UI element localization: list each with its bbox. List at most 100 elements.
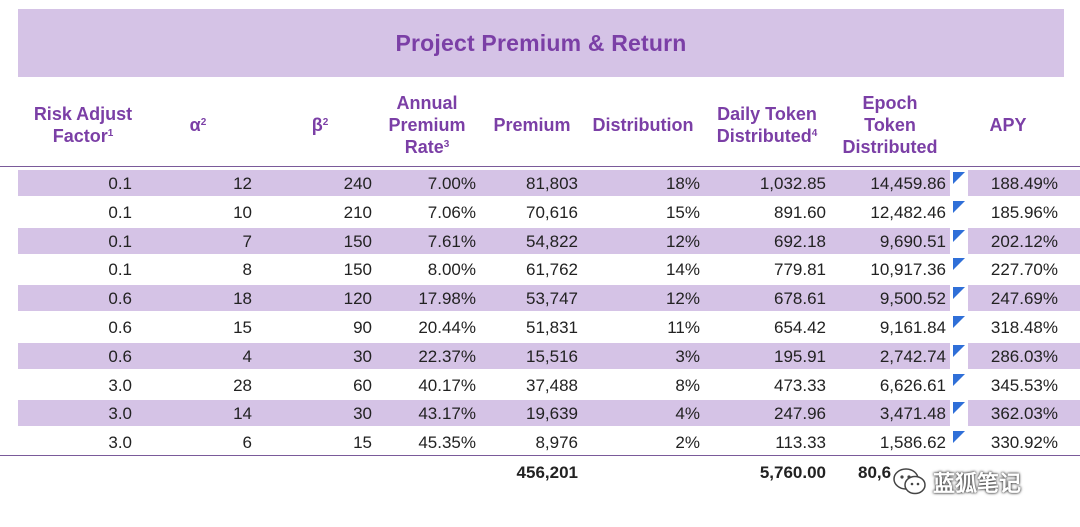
table-cell: 54,822 <box>526 231 578 251</box>
table-cell: 3.0 <box>108 404 132 424</box>
total-daily-token: 5,760.00 <box>759 463 826 482</box>
wechat-icon <box>893 468 926 495</box>
table-cell: 22.37% <box>418 346 476 366</box>
table-row: 3.0 14 30 43.17% 19,639 4% 247.96 3,471.48 362.0… <box>18 400 1080 427</box>
apy-cell: 202.12% <box>990 231 1058 251</box>
table-cell: 0.1 <box>108 202 132 222</box>
table-cell: 150 <box>343 231 372 251</box>
table-cell: 3% <box>675 346 700 366</box>
note-flag-icon <box>953 172 965 184</box>
table-cell: 8.00% <box>427 260 476 280</box>
table-cell: 10 <box>233 202 252 222</box>
table-row: 0.1 10 210 7.06% 70,616 15% 891.60 12,482.46 185… <box>18 199 1080 225</box>
table-cell: 18% <box>665 174 700 193</box>
apy-cell: 188.49% <box>990 174 1058 193</box>
table-cell: 15,516 <box>526 346 578 366</box>
apy-cell: 318.48% <box>990 318 1058 337</box>
table-cell: 3,471.48 <box>879 404 946 424</box>
table-cell: 20.44% <box>418 318 476 337</box>
table-cell: 61,762 <box>526 260 578 280</box>
note-flag-icon <box>953 258 965 271</box>
apy-cell: 362.03% <box>990 404 1058 424</box>
table-cell: 12,482.46 <box>870 202 946 222</box>
table-cell: 90 <box>353 318 372 337</box>
table-cell: 45.35% <box>418 433 476 453</box>
table-row: 0.6 15 90 20.44% 51,831 11% 654.42 9,161.84 318.… <box>18 314 1080 340</box>
table-row: 0.1 12 240 7.00% 81,803 18% 1,032.85 14,459.86 1… <box>18 170 1080 196</box>
table-cell: 6 <box>242 433 252 453</box>
table-cell: 8% <box>675 375 700 395</box>
table-cell: 3.0 <box>108 433 132 453</box>
table-cell: 4% <box>675 404 700 424</box>
table-cell: 10,917.36 <box>870 260 946 280</box>
table-cell: 15 <box>353 433 372 453</box>
table-cell: 0.1 <box>108 260 132 280</box>
note-flag-icon <box>953 229 965 242</box>
table-cell: 12% <box>665 231 700 251</box>
table-cell: 9,690.51 <box>879 231 946 251</box>
table-cell: 1,586.62 <box>879 433 946 453</box>
table-title: Project Premium & Return <box>395 29 687 56</box>
table-row: 3.0 6 15 45.35% 8,976 2% 113.33 1,586.62 330.92% <box>18 429 1080 455</box>
table-cell: 53,747 <box>526 289 578 309</box>
totals-divider <box>0 455 1080 456</box>
table-cell: 17.98% <box>418 289 476 309</box>
table-row: 0.6 18 120 17.98% 53,747 12% 678.61 9,500.52 247… <box>18 285 1080 312</box>
column-header: APY <box>989 115 1027 135</box>
table-cell: 247.96 <box>774 404 826 424</box>
table-cell: 81,803 <box>526 174 578 193</box>
table-row: 0.1 8 150 8.00% 61,762 14% 779.81 10,917.36 227.… <box>18 256 1080 282</box>
table-cell: 0.6 <box>108 289 132 309</box>
table-cell: 654.42 <box>774 318 826 337</box>
note-flag-icon <box>953 431 965 444</box>
table-cell: 19,639 <box>526 404 578 424</box>
table-cell: 7.61% <box>427 231 476 251</box>
table-cell: 14 <box>233 404 252 424</box>
table-header: Risk Adjust Factor1 α2 β2 Annual Premium Rate3… <box>0 84 1080 166</box>
table-title-bar: Project Premium & Return <box>18 9 1064 77</box>
header-divider <box>0 166 1080 167</box>
table-cell: 7.06% <box>427 202 476 222</box>
table-cell: 7.00% <box>427 174 476 193</box>
column-header: Premium <box>493 115 571 135</box>
table-cell: 11% <box>667 318 700 337</box>
table-cell: 30 <box>353 346 372 366</box>
column-header: Epoch Token Distributed <box>842 93 938 157</box>
table-cell: 12 <box>233 174 252 193</box>
table-cell: 0.6 <box>108 346 132 366</box>
table-cell: 891.60 <box>774 202 826 222</box>
apy-cell: 247.69% <box>990 289 1058 309</box>
table-cell: 28 <box>233 375 252 395</box>
column-header: α2 <box>189 115 207 135</box>
table-cell: 43.17% <box>418 404 476 424</box>
watermark: 蓝狐笔记 <box>893 465 1021 499</box>
column-header: Risk Adjust Factor1 <box>33 104 133 146</box>
table-cell: 7 <box>242 231 252 251</box>
table-cell: 4 <box>242 346 252 366</box>
watermark-text: 蓝狐笔记 <box>933 471 1022 496</box>
table-cell: 1,032.85 <box>759 174 826 193</box>
apy-cell: 286.03% <box>990 346 1058 366</box>
table-cell: 9,500.52 <box>879 289 946 309</box>
table-cell: 8,976 <box>535 433 578 453</box>
table-cell: 60 <box>353 375 372 395</box>
table-cell: 195.91 <box>774 346 826 366</box>
table-cell: 9,161.84 <box>879 318 946 337</box>
column-header: Daily Token Distributed4 <box>716 104 818 146</box>
apy-cell: 185.96% <box>990 202 1058 222</box>
table-cell: 15 <box>233 318 252 337</box>
table-cell: 150 <box>343 260 372 280</box>
table-cell: 6,626.61 <box>879 375 946 395</box>
note-flag-icon <box>953 316 965 328</box>
table-cell: 14,459.86 <box>870 174 946 193</box>
table-cell: 18 <box>233 289 252 309</box>
note-flag-icon <box>953 287 965 300</box>
total-premium: 456,201 <box>516 463 578 482</box>
total-epoch-token: 80,6 <box>858 463 892 482</box>
note-flag-icon <box>953 373 965 386</box>
table-cell: 779.81 <box>774 260 826 280</box>
table-cell: 240 <box>343 174 372 193</box>
table-cell: 473.33 <box>774 375 826 395</box>
table-cell: 0.1 <box>108 174 132 193</box>
table-cell: 37,488 <box>526 375 578 395</box>
